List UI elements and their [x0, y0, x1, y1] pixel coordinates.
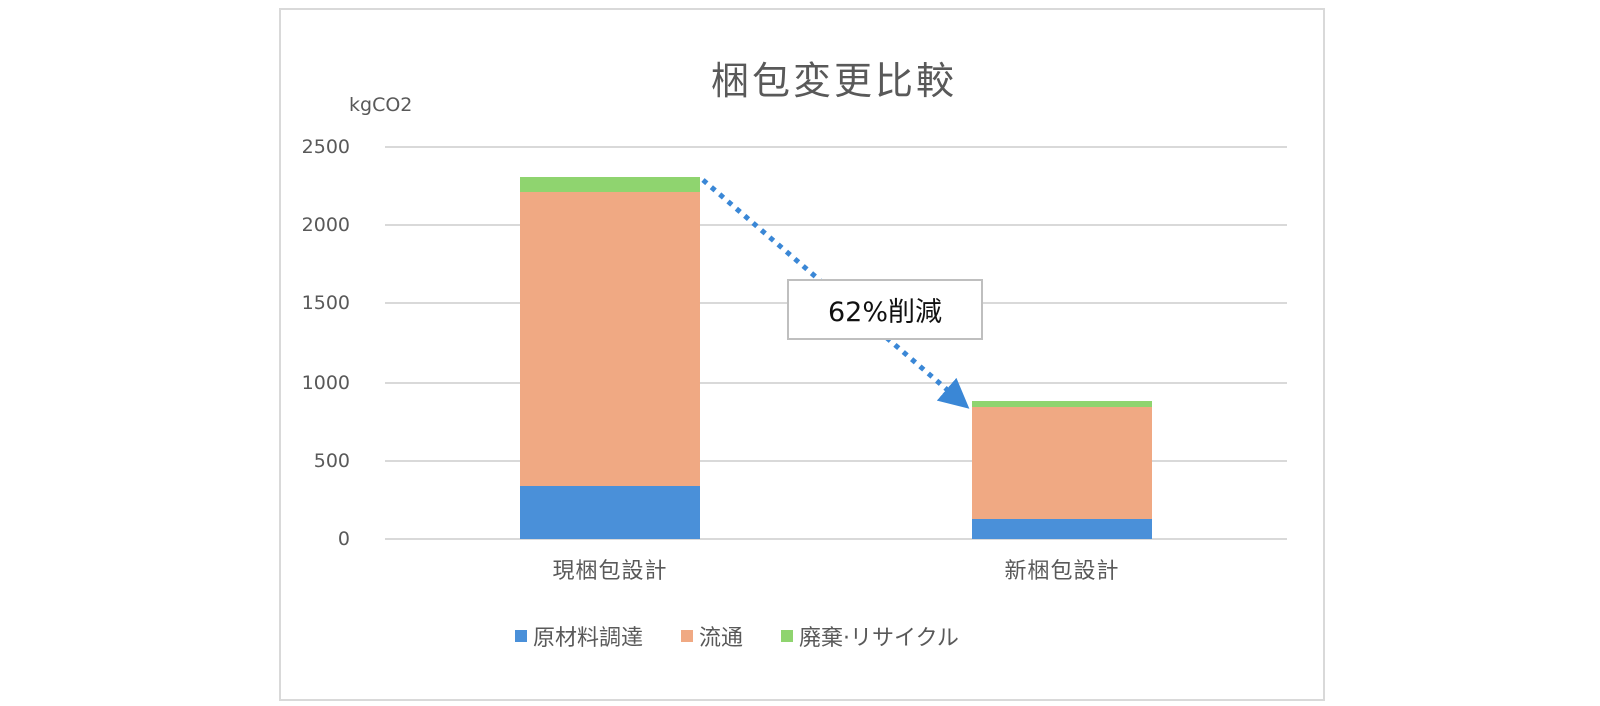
gridline-1000: [385, 382, 1287, 384]
bar-segment: [972, 406, 1152, 519]
legend-item-distribution: 流通: [681, 620, 743, 652]
legend-swatch-blue: [515, 630, 527, 642]
category-label-current: 現梱包設計: [552, 559, 668, 584]
gridline-0: [385, 538, 1287, 540]
y-tick-label: 1500: [301, 292, 350, 314]
bar-segment: [520, 176, 700, 193]
y-tick-label: 2500: [301, 136, 350, 158]
y-axis-unit-label: kgCO2: [349, 94, 413, 116]
y-tick-label: 2000: [301, 214, 350, 236]
legend-swatch-orange: [681, 630, 694, 642]
chart-title: 梱包変更比較: [710, 59, 957, 103]
legend-swatch-green: [781, 630, 794, 642]
bar-segment: [520, 192, 700, 486]
legend: 原材料調達 流通 廃棄·リサイクル: [515, 620, 997, 652]
gridline-500: [385, 460, 1287, 462]
bar-segment: [972, 518, 1152, 539]
bar-segment: [520, 485, 700, 539]
bar-segment: [972, 401, 1152, 407]
y-tick-label: 500: [313, 450, 350, 472]
legend-item-disposal: 廃棄·リサイクル: [781, 620, 959, 652]
category-label-new: 新梱包設計: [1004, 559, 1120, 584]
gridline-2000: [385, 224, 1287, 226]
legend-item-materials: 原材料調達: [515, 620, 643, 652]
legend-label: 原材料調達: [533, 626, 644, 651]
chart-frame: [279, 8, 1325, 701]
y-tick-label: 0: [337, 528, 350, 550]
legend-label: 流通: [699, 626, 744, 651]
reduction-callout: 62%削減: [787, 279, 983, 340]
y-tick-label: 1000: [301, 372, 350, 394]
legend-label: 廃棄·リサイクル: [799, 626, 959, 651]
gridline-2500: [385, 146, 1287, 148]
